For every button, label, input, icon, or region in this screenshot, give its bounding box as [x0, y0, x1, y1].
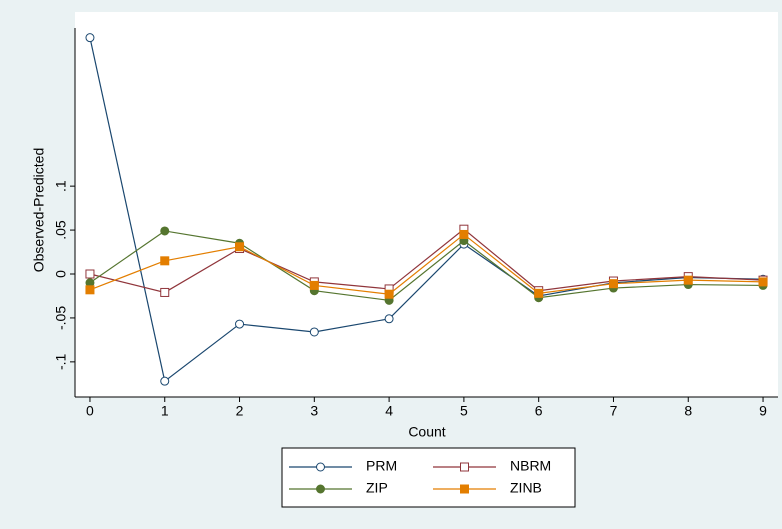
x-tick-label: 6 [535, 403, 543, 419]
x-tick-label: 9 [759, 403, 767, 419]
legend-label: PRM [366, 458, 397, 474]
y-axis-title: Observed-Predicted [31, 148, 47, 273]
y-tick-label: -.05 [53, 306, 69, 330]
data-point [85, 285, 95, 295]
series-line [89, 233, 764, 295]
data-point [309, 327, 319, 337]
legend-marker [460, 462, 469, 472]
data-point [459, 229, 469, 239]
data-point [534, 288, 544, 298]
x-axis-title: Count [408, 424, 445, 440]
series-line [89, 37, 764, 383]
series-line [89, 228, 764, 294]
x-tick-label: 8 [684, 403, 692, 419]
data-point [160, 376, 170, 386]
data-point [384, 289, 394, 299]
x-tick-label: 7 [610, 403, 618, 419]
y-tick-label: 0 [53, 270, 69, 278]
y-tick-label: .05 [53, 220, 69, 240]
data-point [160, 226, 170, 236]
x-tick-label: 3 [310, 403, 318, 419]
data-point [235, 319, 245, 329]
legend-label: ZIP [366, 480, 388, 496]
data-point [235, 242, 245, 252]
data-point [85, 33, 95, 43]
data-point [85, 269, 95, 279]
data-point [758, 277, 768, 287]
data-point [683, 275, 693, 285]
plot-area [75, 12, 778, 397]
data-point [160, 287, 170, 297]
legend-label: ZINB [510, 480, 542, 496]
legend-marker [316, 484, 325, 494]
data-point [384, 314, 394, 324]
legend-box [281, 447, 576, 508]
x-tick-label: 2 [236, 403, 244, 419]
x-tick-label: 5 [460, 403, 468, 419]
y-tick-label: -.1 [53, 353, 69, 370]
legend-marker [460, 484, 469, 494]
series-line [89, 230, 764, 301]
legend-marker [316, 462, 325, 472]
data-point [309, 280, 319, 290]
x-tick-label: 0 [86, 403, 94, 419]
data-point [160, 256, 170, 266]
data-point [608, 279, 618, 289]
y-tick-label: .1 [53, 180, 69, 192]
x-tick-label: 4 [385, 403, 393, 419]
legend-label: NBRM [510, 458, 551, 474]
x-tick-label: 1 [161, 403, 169, 419]
